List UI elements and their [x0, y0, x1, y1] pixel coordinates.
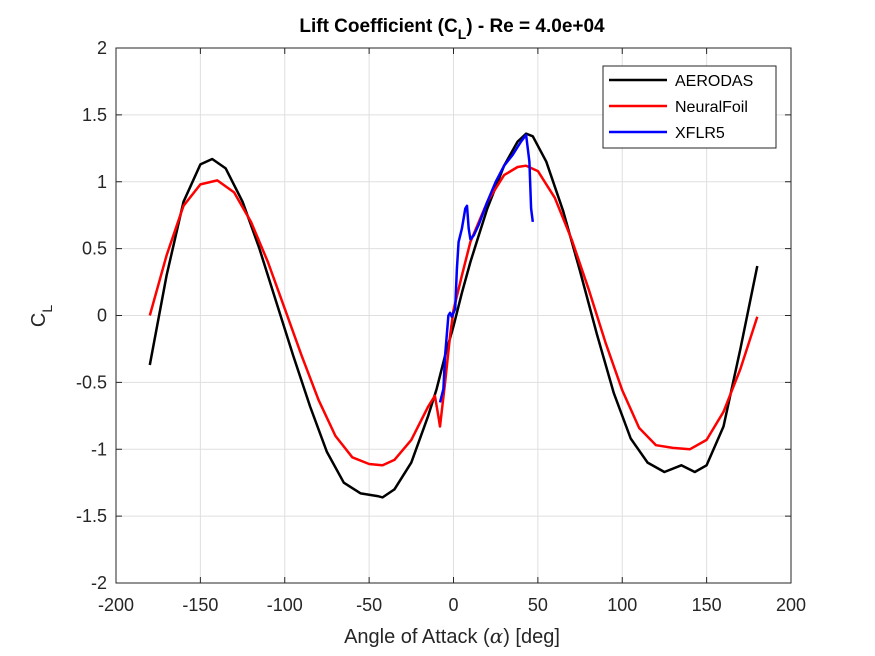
series-line-xflr5	[438, 133, 535, 403]
x-tick-label: 150	[692, 595, 722, 615]
x-tick-label: 0	[448, 595, 458, 615]
legend: AERODAS NeuralFoil XFLR5	[602, 65, 777, 149]
legend-label-neuralfoil: NeuralFoil	[675, 99, 748, 116]
x-tick-label: -100	[267, 595, 303, 615]
y-axis-label: CL	[28, 305, 55, 327]
series-line-aerodas	[148, 132, 759, 499]
y-tick-label: 1	[97, 172, 107, 192]
y-tick-label: -1.5	[76, 506, 107, 526]
legend-label-aerodas: AERODAS	[675, 73, 753, 90]
x-tick-label: -150	[182, 595, 218, 615]
y-tick-label: 0	[97, 306, 107, 326]
series-line-neuralfoil	[148, 164, 759, 467]
legend-label-xflr5: XFLR5	[675, 125, 725, 142]
x-tick-label: -50	[356, 595, 382, 615]
series-lines	[148, 132, 759, 499]
y-tick-label: 0.5	[82, 239, 107, 259]
axis-ticks: -200 -150 -100 -50 0 50 100 150 200 -2 -1.5 -1 -0.5 0…	[76, 38, 806, 615]
y-tick-label: 2	[97, 38, 107, 58]
x-axis-label: Angle of Attack (α) [deg]	[344, 624, 560, 648]
x-tick-label: 200	[776, 595, 806, 615]
chart-title: Lift Coefficient (CL) - Re = 4.0e+04	[299, 16, 605, 42]
y-tick-label: -0.5	[76, 372, 107, 392]
x-tick-label: 50	[528, 595, 548, 615]
y-tick-label: -2	[91, 573, 107, 593]
y-tick-label: -1	[91, 439, 107, 459]
x-tick-label: 100	[607, 595, 637, 615]
x-tick-label: -200	[98, 595, 134, 615]
y-tick-label: 1.5	[82, 105, 107, 125]
